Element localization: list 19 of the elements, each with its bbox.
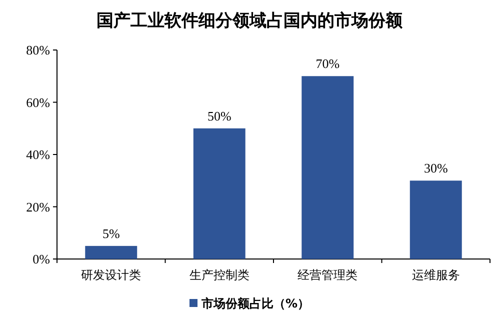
x-tick-label: 经营管理类 <box>298 268 358 282</box>
bar <box>193 128 246 259</box>
x-tick-label: 运维服务 <box>412 268 460 282</box>
y-tick-label: 80% <box>26 42 50 58</box>
data-label: 30% <box>424 160 448 176</box>
x-tick-label: 生产控制类 <box>189 268 250 282</box>
legend-label: 市场份额占比（%） <box>200 296 310 310</box>
bar <box>302 76 354 259</box>
chart-title: 国产工业软件细分领域占国内的市场份额 <box>96 11 404 31</box>
y-tick-label: 20% <box>26 199 50 214</box>
data-label: 5% <box>102 226 120 241</box>
y-tick-label: 0% <box>32 252 50 266</box>
data-label: 70% <box>316 56 340 72</box>
y-tick-label: 60% <box>26 94 50 110</box>
y-tick-label: 40% <box>26 147 50 162</box>
data-label: 50% <box>207 108 232 124</box>
bar <box>410 180 462 259</box>
x-tick-label: 研发设计类 <box>81 268 142 282</box>
bar <box>85 246 138 259</box>
